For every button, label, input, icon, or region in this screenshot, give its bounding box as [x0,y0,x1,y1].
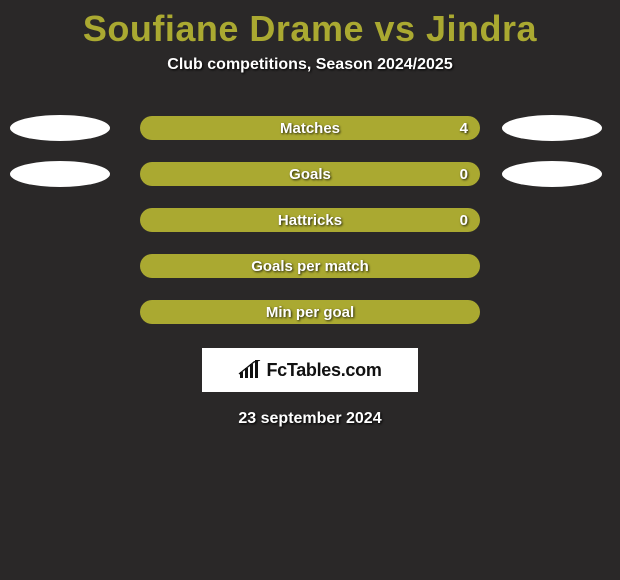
stat-label: Min per goal [266,304,354,321]
stats-container: Matches 4 Goals 0 Hattricks 0 Goals per match M… [0,116,620,324]
left-ellipse [10,115,110,141]
stat-bar: Hattricks 0 [140,208,480,232]
page-title: Soufiane Drame vs Jindra [0,0,620,50]
brand-box: FcTables.com [202,348,418,392]
stat-row: Goals 0 [0,162,620,186]
stat-row: Hattricks 0 [0,208,620,232]
stat-row: Goals per match [0,254,620,278]
stat-value: 0 [460,212,468,229]
stat-label: Goals [289,166,331,183]
stat-row: Matches 4 [0,116,620,140]
subtitle: Club competitions, Season 2024/2025 [0,56,620,74]
right-ellipse [502,115,602,141]
stat-label: Goals per match [251,258,369,275]
stat-label: Hattricks [278,212,342,229]
stat-bar: Goals 0 [140,162,480,186]
stat-bar: Goals per match [140,254,480,278]
bar-chart-icon [238,360,262,380]
stat-bar: Matches 4 [140,116,480,140]
stat-row: Min per goal [0,300,620,324]
stat-value: 0 [460,166,468,183]
stat-bar: Min per goal [140,300,480,324]
stat-value: 4 [460,120,468,137]
stat-label: Matches [280,120,340,137]
left-ellipse [10,161,110,187]
brand-text: FcTables.com [266,360,381,381]
date-text: 23 september 2024 [0,410,620,428]
right-ellipse [502,161,602,187]
